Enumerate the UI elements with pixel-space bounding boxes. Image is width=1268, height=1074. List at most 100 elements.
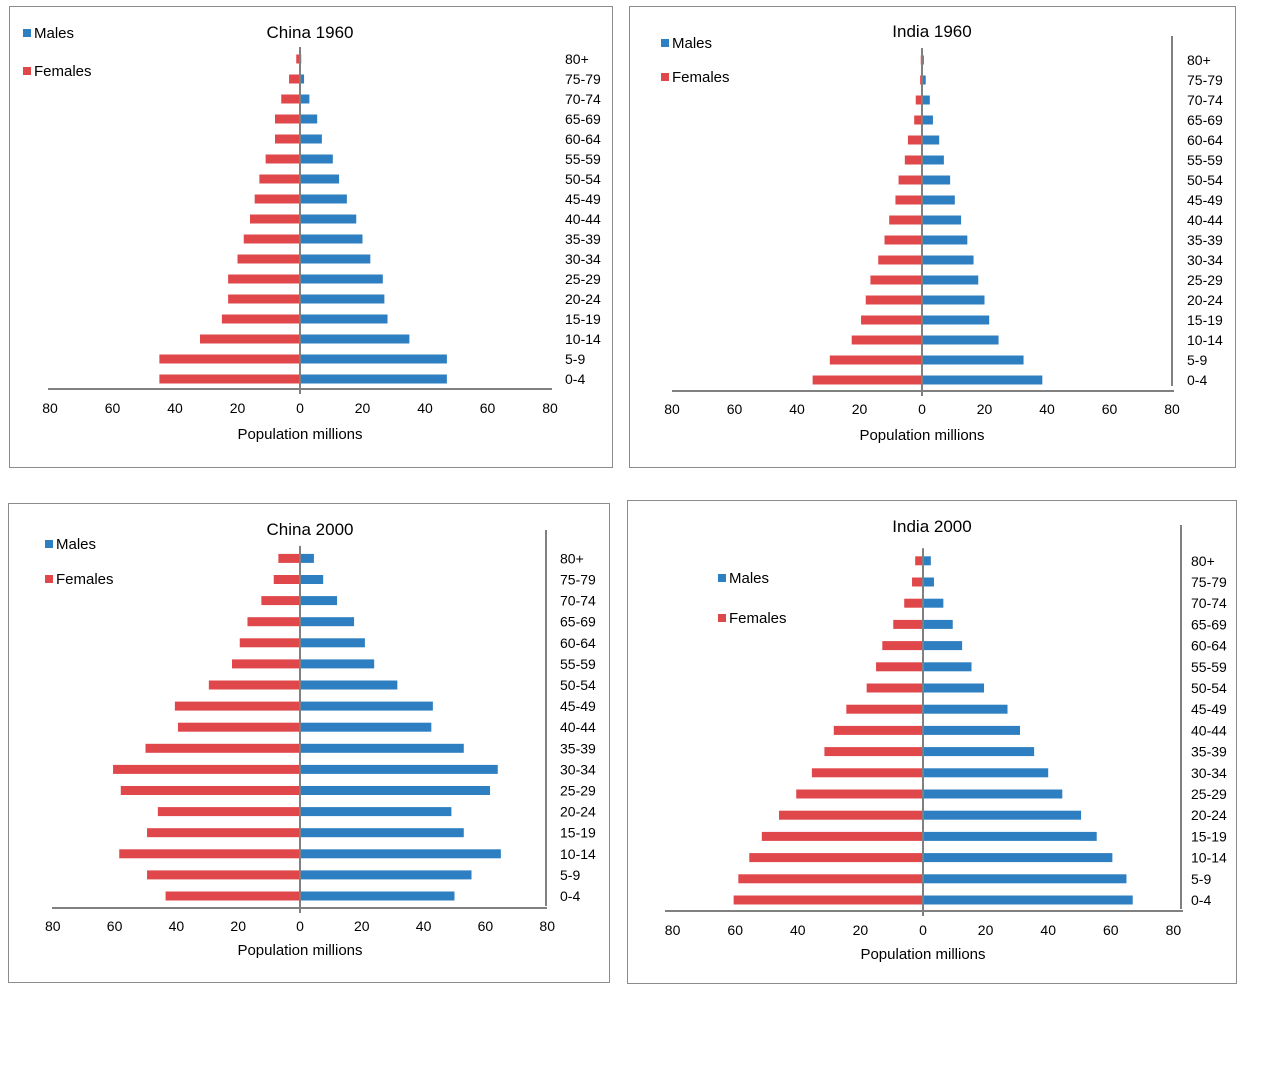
male-bar-70-74 [923, 598, 944, 608]
female-bar-40-44 [250, 214, 300, 224]
legend-label-females: Females [56, 571, 114, 588]
age-label-5-9: 5-9 [1187, 352, 1207, 368]
age-label-70-74: 70-74 [565, 91, 601, 107]
male-bar-35-39 [922, 235, 968, 245]
male-bar-25-29 [300, 786, 491, 795]
age-label-40-44: 40-44 [1187, 212, 1223, 228]
age-label-15-19: 15-19 [565, 311, 601, 327]
age-label-10-14: 10-14 [1187, 332, 1223, 348]
female-bar-30-34 [811, 768, 923, 778]
x-tick-label: 60 [727, 401, 743, 417]
age-label-40-44: 40-44 [565, 211, 601, 227]
age-label-35-39: 35-39 [565, 231, 601, 247]
legend-label-males: Males [34, 25, 74, 42]
female-bar-10-14 [119, 849, 300, 859]
male-bar-30-34 [300, 254, 371, 264]
x-tick-label: 40 [169, 918, 185, 934]
age-label-5-9: 5-9 [565, 351, 585, 367]
legend-swatch-males [661, 39, 669, 47]
male-bar-60-64 [923, 641, 963, 651]
female-bar-40-44 [889, 215, 922, 225]
female-bar-65-69 [247, 617, 300, 627]
age-label-20-24: 20-24 [560, 804, 596, 820]
male-bar-40-44 [300, 722, 432, 732]
female-bar-80+ [915, 556, 923, 566]
age-label-45-49: 45-49 [1191, 701, 1227, 717]
age-label-35-39: 35-39 [560, 740, 596, 756]
female-bar-25-29 [796, 789, 923, 799]
age-label-15-19: 15-19 [1187, 312, 1223, 328]
female-bar-5-9 [738, 874, 923, 884]
female-bar-25-29 [870, 275, 922, 285]
x-tick-label: 80 [542, 400, 558, 416]
female-bar-20-24 [865, 295, 922, 305]
chart-panel-china-1960: China 1960 0-4 5-9 10-14 15-19 20-24 25-29 30-3… [9, 6, 613, 468]
male-bar-20-24 [922, 295, 985, 305]
x-tick-label: 0 [296, 400, 304, 416]
legend-swatch-females [45, 575, 53, 583]
male-bar-5-9 [923, 874, 1127, 884]
female-bar-55-59 [265, 154, 300, 164]
age-label-5-9: 5-9 [560, 867, 580, 883]
male-bar-0-4 [922, 375, 1043, 385]
age-label-0-4: 0-4 [1187, 372, 1207, 388]
chart-panel-india-1960: India 1960 0-4 5-9 10-14 15-19 20-24 25-29 30-3… [629, 6, 1236, 468]
age-label-20-24: 20-24 [1187, 292, 1223, 308]
female-bar-0-4 [733, 895, 923, 905]
x-tick-label: 0 [919, 922, 927, 938]
age-label-75-79: 75-79 [1187, 72, 1223, 88]
x-axis-title: Population millions [237, 426, 362, 443]
age-label-35-39: 35-39 [1191, 744, 1227, 760]
age-label-65-69: 65-69 [565, 111, 601, 127]
legend-label-females: Females [34, 63, 92, 80]
x-axis-title: Population millions [859, 427, 984, 444]
male-bar-65-69 [923, 619, 953, 629]
male-bar-30-34 [922, 255, 974, 265]
male-bar-55-59 [923, 662, 972, 672]
female-bar-80+ [278, 553, 300, 563]
female-bar-70-74 [281, 94, 300, 104]
female-bar-20-24 [157, 807, 300, 817]
chart-title: China 1960 [267, 23, 354, 42]
legend-label-females: Females [672, 69, 730, 86]
male-bar-60-64 [922, 135, 940, 145]
x-tick-label: 40 [789, 401, 805, 417]
age-label-45-49: 45-49 [565, 191, 601, 207]
age-label-25-29: 25-29 [560, 783, 596, 799]
female-bar-60-64 [907, 135, 922, 145]
age-label-5-9: 5-9 [1191, 871, 1211, 887]
female-bar-60-64 [882, 641, 923, 651]
female-bar-20-24 [228, 294, 300, 304]
female-bar-30-34 [878, 255, 922, 265]
age-label-60-64: 60-64 [1191, 638, 1227, 654]
x-tick-label: 40 [1040, 922, 1056, 938]
age-label-70-74: 70-74 [1187, 92, 1223, 108]
male-bar-60-64 [300, 638, 365, 648]
female-bar-50-54 [898, 175, 922, 185]
chart-title: China 2000 [267, 520, 354, 539]
x-tick-label: 60 [480, 400, 496, 416]
x-tick-label: 20 [978, 922, 994, 938]
age-label-20-24: 20-24 [1191, 807, 1227, 823]
age-label-80+: 80+ [560, 550, 584, 566]
female-bar-30-34 [113, 764, 301, 774]
chart-panel-india-2000: India 2000 0-4 5-9 10-14 15-19 20-24 25-29 30-3… [627, 500, 1237, 984]
age-label-10-14: 10-14 [1191, 850, 1227, 866]
legend-swatch-males [23, 29, 31, 37]
male-bar-55-59 [300, 659, 375, 669]
male-bar-65-69 [922, 115, 933, 125]
male-bar-5-9 [922, 355, 1024, 365]
female-bar-45-49 [254, 194, 300, 204]
x-tick-label: 40 [167, 400, 183, 416]
male-bar-30-34 [923, 768, 1049, 778]
male-bar-50-54 [922, 175, 951, 185]
age-label-60-64: 60-64 [565, 131, 601, 147]
female-bar-70-74 [904, 598, 923, 608]
age-label-80+: 80+ [565, 51, 589, 67]
age-label-20-24: 20-24 [565, 291, 601, 307]
male-bar-15-19 [922, 315, 990, 325]
age-label-40-44: 40-44 [1191, 722, 1227, 738]
male-bar-15-19 [300, 314, 388, 324]
female-bar-10-14 [749, 853, 923, 863]
x-tick-label: 80 [1164, 401, 1180, 417]
